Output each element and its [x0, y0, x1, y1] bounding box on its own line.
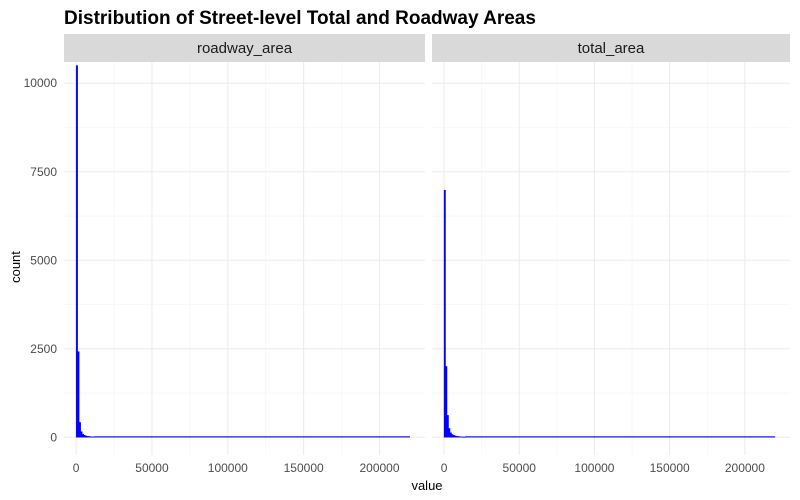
x-tick-label: 150000: [284, 461, 324, 475]
x-tick-label: 100000: [208, 461, 248, 475]
y-tick-labels: 0 2500 5000 7500 10000: [24, 76, 58, 444]
x-tick-label: 100000: [574, 461, 614, 475]
y-axis-title: count: [8, 251, 23, 283]
histogram-bar: [461, 436, 464, 438]
histogram-bar: [443, 189, 446, 438]
histogram-bar: [88, 436, 90, 438]
y-tick-label: 7500: [30, 165, 57, 179]
histogram-bar: [80, 431, 83, 438]
histogram-bar: [82, 433, 84, 438]
histogram-bar: [77, 351, 80, 438]
chart-title: Distribution of Street-level Total and R…: [64, 8, 536, 29]
histogram-bar: [445, 366, 448, 438]
x-tick-label: 0: [441, 461, 448, 475]
histogram-bar: [449, 432, 452, 438]
histogram-bar: [460, 436, 463, 438]
histogram-bar: [452, 435, 455, 438]
histogram-bar: [448, 428, 451, 438]
panel-strip-roadway-area: [64, 34, 425, 62]
x-tick-label: 200000: [725, 461, 765, 475]
x-tick-label: 200000: [359, 461, 399, 475]
panel-label-roadway-area: roadway_area: [197, 40, 293, 57]
histogram-bar: [446, 415, 449, 438]
grid-lines: [64, 62, 425, 455]
x-tick-labels: 0 50000 100000 150000 200000: [441, 461, 766, 475]
y-tick-label: 10000: [24, 76, 58, 90]
y-tick-label: 5000: [30, 253, 57, 267]
panel-roadway-area: roadway_area 0 50000 100000 150000 200000: [64, 34, 425, 475]
histogram-tail-bars: [464, 436, 776, 438]
panel-total-area: total_area 0 50000 100000 150000 200000: [432, 34, 790, 475]
x-axis-title: value: [411, 478, 442, 493]
grid-lines: [432, 62, 790, 455]
histogram-bar: [92, 436, 95, 438]
x-tick-label: 150000: [650, 461, 690, 475]
histogram-bar: [85, 435, 87, 438]
y-tick-label: 0: [50, 430, 57, 444]
histogram-bar: [89, 436, 92, 438]
x-tick-label: 0: [73, 461, 80, 475]
histogram-bar: [458, 436, 461, 438]
histogram-tail-bars: [94, 436, 411, 438]
histogram-bar: [78, 422, 81, 438]
histogram-bar: [75, 65, 78, 438]
histogram-bars: [443, 189, 776, 438]
histogram-bar: [455, 436, 458, 438]
histogram-bar: [83, 434, 86, 438]
histogram-bar: [86, 436, 89, 438]
y-tick-label: 2500: [30, 342, 57, 356]
histogram-bar: [454, 435, 457, 438]
x-tick-label: 50000: [503, 461, 537, 475]
histogram-bar: [451, 434, 454, 438]
panel-label-total-area: total_area: [578, 40, 645, 57]
histogram-bar: [463, 436, 466, 438]
histogram-bar: [91, 436, 94, 438]
histogram-bar: [457, 436, 460, 438]
x-tick-labels: 0 50000 100000 150000 200000: [73, 461, 400, 475]
panel-strip-total-area: [432, 34, 790, 62]
histogram-bars: [75, 65, 411, 438]
x-tick-label: 50000: [135, 461, 169, 475]
